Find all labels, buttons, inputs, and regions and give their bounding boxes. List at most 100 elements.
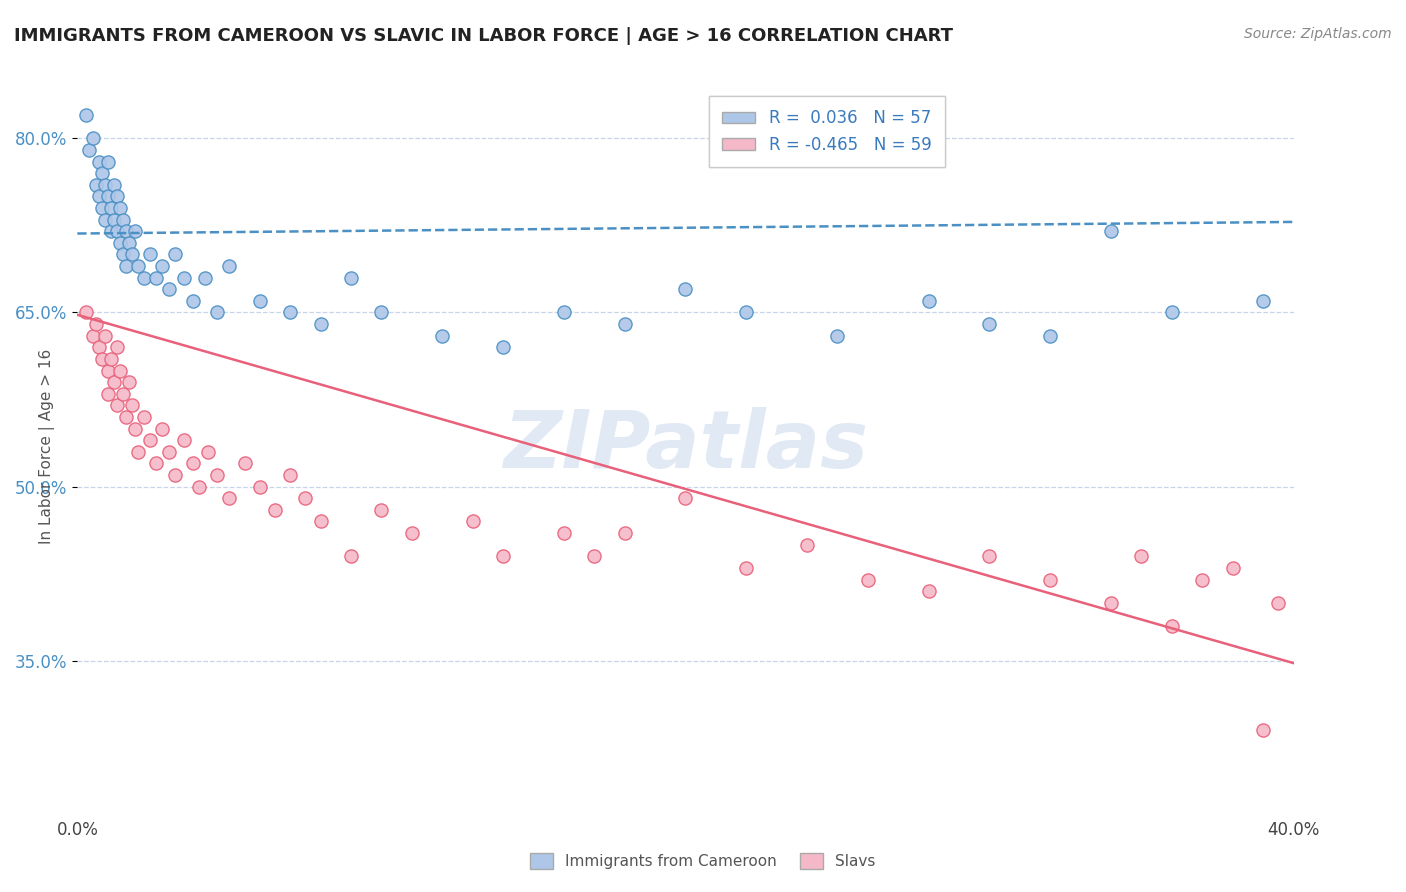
Point	[139, 247, 162, 261]
Point	[97, 386, 120, 401]
Point	[675, 282, 697, 296]
Point	[111, 386, 134, 401]
Point	[1039, 573, 1062, 587]
Point	[553, 305, 575, 319]
Text: In Labor Force | Age > 16: In Labor Force | Age > 16	[39, 349, 55, 543]
Point	[157, 445, 180, 459]
Point	[93, 328, 115, 343]
Point	[1267, 596, 1289, 610]
Point	[152, 259, 174, 273]
Point	[121, 247, 143, 261]
Point	[675, 491, 697, 506]
Point	[233, 457, 256, 471]
Point	[278, 305, 301, 319]
Point	[918, 584, 941, 599]
Point	[105, 224, 128, 238]
Point	[735, 561, 758, 575]
Point	[583, 549, 606, 564]
Point	[93, 212, 115, 227]
Point	[108, 201, 131, 215]
Point	[173, 433, 195, 447]
Point	[918, 293, 941, 308]
Point	[97, 189, 120, 203]
Point	[1191, 573, 1213, 587]
Point	[103, 375, 125, 389]
Point	[613, 317, 636, 331]
Point	[139, 433, 162, 447]
Point	[111, 212, 134, 227]
Point	[105, 189, 128, 203]
Point	[249, 480, 271, 494]
Point	[1161, 305, 1184, 319]
Point	[108, 363, 131, 377]
Point	[979, 549, 1001, 564]
Point	[115, 409, 138, 424]
Point	[87, 154, 110, 169]
Point	[97, 363, 120, 377]
Point	[152, 421, 174, 435]
Point	[163, 247, 186, 261]
Point	[188, 480, 211, 494]
Point	[370, 305, 392, 319]
Point	[492, 549, 515, 564]
Point	[163, 468, 186, 483]
Point	[79, 143, 101, 157]
Point	[735, 305, 758, 319]
Point	[553, 526, 575, 541]
Point	[84, 317, 107, 331]
Point	[90, 351, 112, 366]
Point	[197, 445, 219, 459]
Point	[194, 270, 217, 285]
Point	[1222, 561, 1244, 575]
Point	[75, 108, 97, 122]
Point	[103, 212, 125, 227]
Point	[105, 340, 128, 354]
Point	[82, 131, 104, 145]
Point	[249, 293, 271, 308]
Point	[118, 375, 141, 389]
Point	[87, 189, 110, 203]
Point	[309, 515, 332, 529]
Point	[796, 538, 818, 552]
Point	[218, 259, 240, 273]
Point	[145, 457, 167, 471]
Point	[461, 515, 484, 529]
Point	[127, 259, 149, 273]
Point	[100, 224, 122, 238]
Point	[264, 503, 287, 517]
Point	[181, 293, 204, 308]
Point	[121, 398, 143, 412]
Point	[205, 468, 228, 483]
Point	[82, 328, 104, 343]
Point	[1099, 224, 1122, 238]
Point	[278, 468, 301, 483]
Point	[103, 178, 125, 192]
Point	[108, 235, 131, 250]
Text: Source: ZipAtlas.com: Source: ZipAtlas.com	[1244, 27, 1392, 41]
Point	[124, 421, 146, 435]
Point	[340, 270, 363, 285]
Point	[105, 398, 128, 412]
Point	[1099, 596, 1122, 610]
Point	[75, 305, 97, 319]
Text: ZIPatlas: ZIPatlas	[503, 407, 868, 485]
Point	[340, 549, 363, 564]
Point	[93, 178, 115, 192]
Point	[118, 235, 141, 250]
Point	[90, 166, 112, 180]
Point	[294, 491, 316, 506]
Point	[145, 270, 167, 285]
Point	[370, 503, 392, 517]
Legend: R =  0.036   N = 57, R = -0.465   N = 59: R = 0.036 N = 57, R = -0.465 N = 59	[709, 96, 945, 167]
Point	[1251, 293, 1274, 308]
Point	[90, 201, 112, 215]
Point	[127, 445, 149, 459]
Point	[1251, 723, 1274, 738]
Point	[492, 340, 515, 354]
Point	[124, 224, 146, 238]
Point	[100, 201, 122, 215]
Point	[157, 282, 180, 296]
Point	[218, 491, 240, 506]
Point	[100, 351, 122, 366]
Point	[401, 526, 423, 541]
